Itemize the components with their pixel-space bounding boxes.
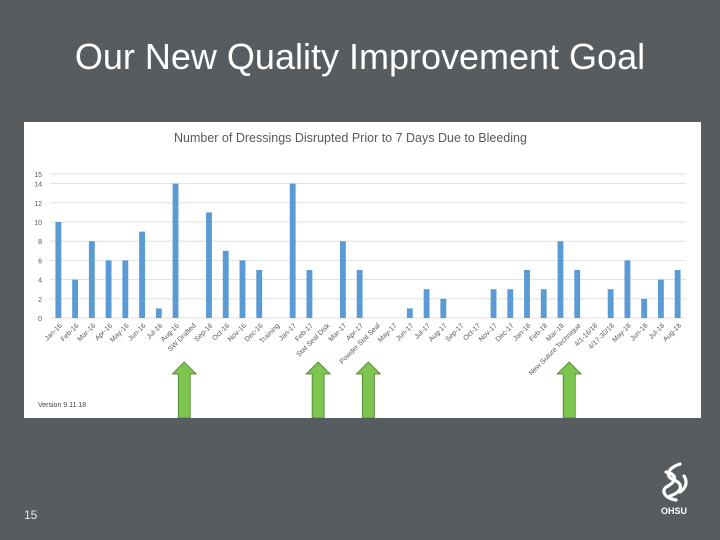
logo-text: OHSU [660,506,687,516]
bar [88,241,95,318]
bar [239,260,246,318]
y-tick-label: 10 [34,220,42,227]
bar [674,270,681,318]
x-tick-label: Jun-18 [629,322,649,342]
y-tick-label: 4 [38,278,42,285]
y-tick-label: 2 [38,297,42,304]
bar [289,183,296,318]
x-tick-label: Sep-17 [445,322,466,343]
bar [72,279,79,318]
bar [105,260,112,318]
bar [155,308,162,318]
x-tick-label: Aug-18 [662,322,683,343]
x-tick-label: Mar-17 [328,322,349,343]
bar [423,289,430,318]
y-tick-label: 15 [34,172,42,179]
bar [222,250,229,318]
bar [607,289,614,318]
bar [122,260,129,318]
x-tick-label: Dec-17 [495,322,516,343]
x-tick-label: Jun-16 [127,322,147,342]
y-tick-label: 8 [38,239,42,246]
chart-title: Number of Dressings Disrupted Prior to 7… [174,131,527,145]
ohsu-logo-icon [662,462,688,502]
x-tick-label: May-18 [611,322,633,344]
bar [206,212,212,318]
y-tick-label: 0 [38,316,42,323]
bar [440,298,447,318]
annotation-arrow [355,361,382,418]
x-tick-label: May-16 [109,322,131,344]
x-tick-label: May-17 [377,322,399,344]
bar-chart: 0246810121415Jan-16Feb-16Mar-16Apr-16May… [34,172,686,418]
y-tick-label: 6 [38,258,42,265]
bar [574,270,581,318]
annotation-arrow [171,361,198,418]
x-tick-label: Mar-16 [77,322,98,343]
bar [624,260,631,318]
bar [172,183,179,318]
bar [557,241,564,318]
bar [339,241,346,318]
bar [540,289,547,318]
y-tick-label: 14 [34,182,42,189]
annotation-arrow [556,361,583,418]
chart-panel: 0 2 4 6 8 10 12 14 15 Jan-16 Feb-16 Mar-16 Apr-16 May… [24,122,701,418]
ohsu-logo: OHSU [650,458,698,520]
bar [641,298,648,318]
bar [406,308,413,318]
bar [657,279,664,318]
bar [55,222,62,318]
x-tick-label: Sep-16 [193,322,214,343]
version-note: Version 9.11.18 [38,402,87,409]
bar [139,231,145,318]
slide-title: Our New Quality Improvement Goal [74,36,646,77]
slide-number: 15 [24,508,38,522]
bar [356,270,363,318]
x-tick-label: Jun-17 [395,322,415,342]
bar [306,270,313,318]
annotation-arrow [305,361,332,418]
bar [524,270,530,318]
y-tick-label: 12 [34,201,42,208]
bar [490,289,497,318]
bar [256,270,263,318]
bar [507,289,514,318]
